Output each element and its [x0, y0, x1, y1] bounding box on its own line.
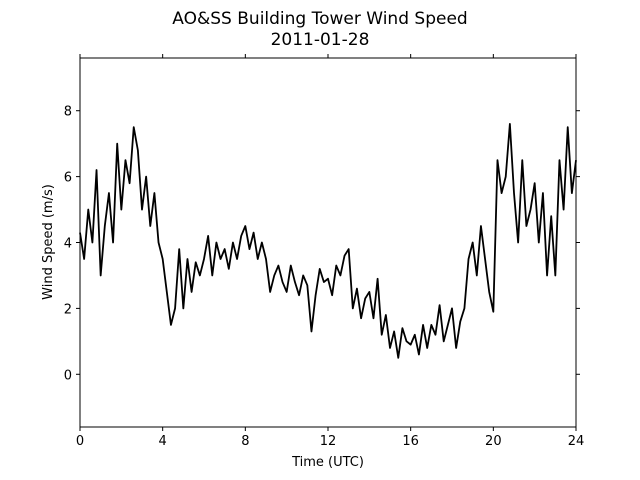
chart-subtitle: 2011-01-28 [271, 30, 370, 50]
y-axis-label: Wind Speed (m/s) [41, 184, 56, 300]
data-line [79, 122, 577, 359]
chart-title: AO&SS Building Tower Wind Speed [172, 9, 467, 29]
x-axis-label: Time (UTC) [291, 455, 364, 470]
x-tick-label: 4 [159, 434, 167, 449]
x-tick-label: 20 [485, 434, 502, 449]
x-tick-label: 12 [320, 434, 337, 449]
y-tick-label: 0 [64, 368, 72, 383]
x-tick-label: 8 [241, 434, 249, 449]
x-tick-label: 24 [568, 434, 585, 449]
x-tick-label: 16 [402, 434, 419, 449]
y-tick-label: 4 [64, 237, 72, 252]
y-tick-label: 2 [64, 302, 72, 317]
y-tick-label: 6 [64, 171, 72, 186]
y-tick-label: 8 [64, 105, 72, 120]
x-tick-label: 0 [76, 434, 84, 449]
plot-frame [79, 57, 577, 428]
